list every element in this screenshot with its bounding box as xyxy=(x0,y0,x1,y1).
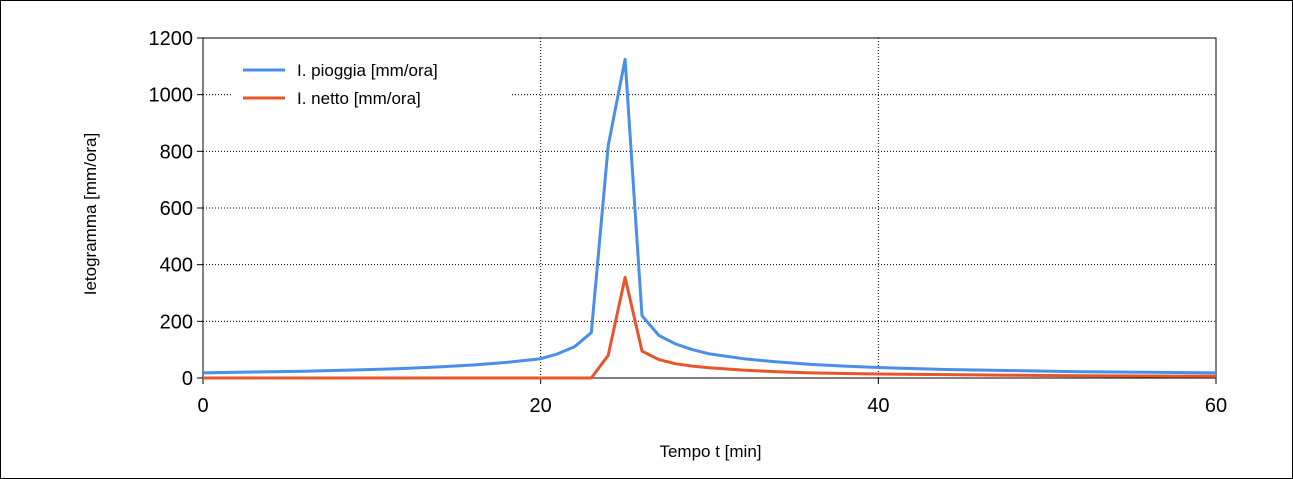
x-tick-label: 60 xyxy=(1205,395,1227,417)
legend: I. pioggia [mm/ora] I. netto [mm/ora] xyxy=(232,55,512,113)
x-axis-label: Tempo t [min] xyxy=(659,442,761,461)
x-tick-label: 0 xyxy=(197,395,208,417)
x-tick-label: 40 xyxy=(867,395,889,417)
legend-background xyxy=(232,55,512,113)
y-tick-label: 0 xyxy=(182,368,193,390)
y-tick-label: 800 xyxy=(160,141,193,163)
y-axis-label: Ietogramma [mm/ora] xyxy=(81,133,100,296)
legend-label-netto: I. netto [mm/ora] xyxy=(297,89,421,108)
y-tick-label: 1000 xyxy=(149,85,194,107)
y-tick-label: 600 xyxy=(160,198,193,220)
y-tick-label: 1200 xyxy=(149,28,194,50)
series-lines xyxy=(202,57,1217,380)
y-tick-label: 200 xyxy=(160,311,193,333)
y-tick-label: 400 xyxy=(160,255,193,277)
legend-label-pioggia: I. pioggia [mm/ora] xyxy=(297,61,438,80)
series-line-pioggia xyxy=(202,57,1217,375)
series-line-netto xyxy=(203,275,1217,380)
tick-labels: 0 200 400 600 800 1000 1200 0 20 40 60 xyxy=(149,28,1228,417)
x-tick-label: 20 xyxy=(530,395,552,417)
